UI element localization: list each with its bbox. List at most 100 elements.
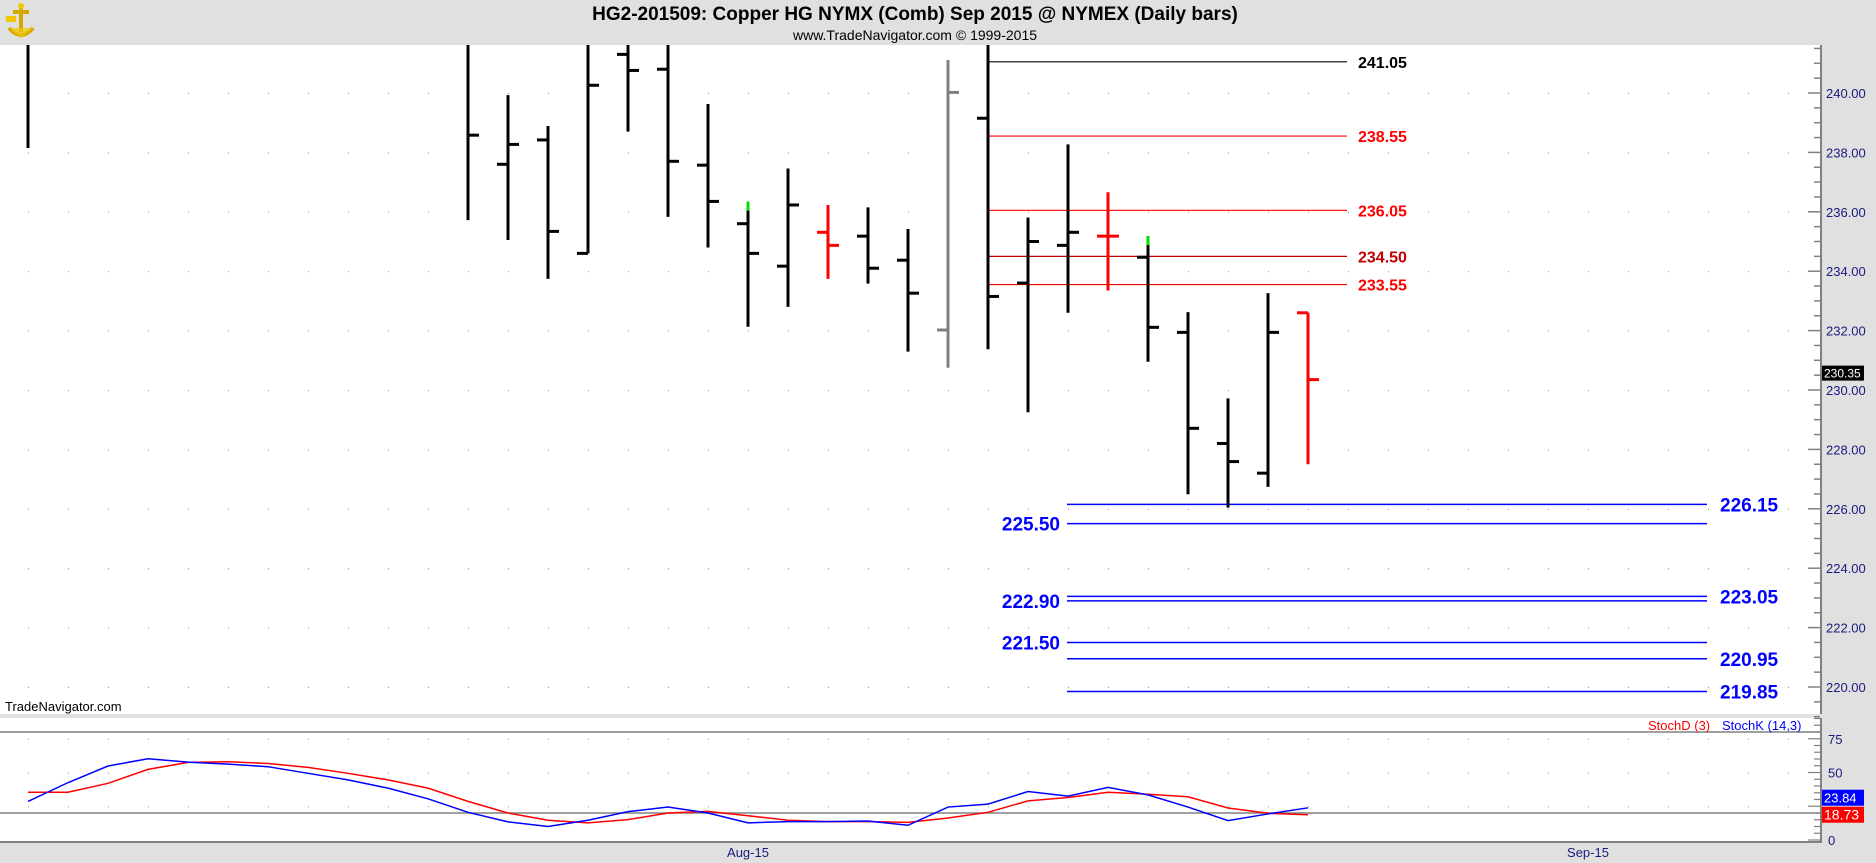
grid-dot bbox=[1748, 390, 1749, 391]
grid-dot bbox=[628, 330, 629, 332]
grid-dot bbox=[1308, 271, 1309, 273]
grid-dot bbox=[468, 390, 469, 391]
grid-dot bbox=[108, 271, 109, 273]
grid-dot bbox=[1468, 508, 1469, 510]
grid-dot bbox=[388, 390, 389, 391]
grid-dot bbox=[308, 390, 309, 391]
grid-dot bbox=[668, 738, 669, 740]
grid-dot bbox=[1708, 152, 1709, 154]
stochastic-panel[interactable] bbox=[0, 718, 1820, 842]
grid-dot bbox=[28, 806, 29, 808]
grid-dot bbox=[1348, 738, 1349, 740]
grid-dot bbox=[1588, 271, 1589, 273]
grid-dot bbox=[868, 738, 869, 740]
grid-dot bbox=[708, 806, 709, 808]
grid-dot bbox=[468, 627, 469, 629]
ohlc-bar bbox=[1097, 192, 1119, 291]
grid-dot bbox=[628, 390, 629, 391]
grid-dot bbox=[708, 330, 709, 332]
grid-dot bbox=[1468, 806, 1469, 808]
grid-dot bbox=[1508, 93, 1509, 94]
grid-dot bbox=[108, 772, 109, 774]
grid-dot bbox=[468, 271, 469, 273]
grid-dot bbox=[148, 508, 149, 510]
grid-dot bbox=[788, 627, 789, 629]
grid-dot bbox=[628, 271, 629, 273]
grid-dot bbox=[508, 738, 509, 740]
grid-dot bbox=[1428, 508, 1429, 510]
grid-dot bbox=[1748, 211, 1749, 213]
grid-dot bbox=[708, 568, 709, 570]
grid-dot bbox=[228, 211, 229, 213]
price-panel[interactable] bbox=[0, 45, 1820, 714]
grid-dot bbox=[388, 568, 389, 570]
grid-dot bbox=[188, 687, 189, 688]
grid-dot bbox=[1668, 211, 1669, 213]
grid-dot bbox=[188, 93, 189, 94]
grid-dot bbox=[108, 330, 109, 332]
grid-dot bbox=[348, 806, 349, 808]
grid-dot bbox=[1068, 772, 1069, 774]
grid-dot bbox=[908, 449, 909, 451]
grid-dot bbox=[268, 93, 269, 94]
grid-dot bbox=[1188, 738, 1189, 740]
grid-dot bbox=[868, 627, 869, 629]
grid-dot bbox=[1268, 93, 1269, 94]
grid-dot bbox=[1548, 390, 1549, 391]
level-label: 234.50 bbox=[1358, 249, 1407, 266]
level-label: 236.05 bbox=[1358, 203, 1407, 220]
grid-dot bbox=[508, 330, 509, 332]
grid-dot bbox=[868, 568, 869, 570]
grid-dot bbox=[308, 152, 309, 154]
grid-dot bbox=[308, 330, 309, 332]
grid-dot bbox=[1108, 772, 1109, 774]
grid-dot bbox=[668, 508, 669, 510]
grid-dot bbox=[428, 627, 429, 629]
grid-dot bbox=[1028, 211, 1029, 213]
grid-dot bbox=[188, 271, 189, 273]
grid-dot bbox=[828, 627, 829, 629]
grid-dot bbox=[1588, 627, 1589, 629]
grid-dot bbox=[1588, 772, 1589, 774]
grid-dot bbox=[1548, 211, 1549, 213]
grid-dot bbox=[1748, 627, 1749, 629]
grid-dot bbox=[1468, 330, 1469, 332]
grid-dot bbox=[1588, 211, 1589, 213]
grid-dot bbox=[228, 508, 229, 510]
x-tick-label: Sep-15 bbox=[1567, 845, 1609, 860]
stochastic-lines bbox=[0, 731, 1820, 828]
grid-dot bbox=[428, 93, 429, 94]
grid-dot bbox=[1228, 93, 1229, 94]
grid-dot bbox=[1068, 568, 1069, 570]
grid-dot bbox=[668, 271, 669, 273]
grid-dot bbox=[1388, 152, 1389, 154]
grid-dot bbox=[508, 390, 509, 391]
grid-dot bbox=[108, 568, 109, 570]
chart-header: HG2-201509: Copper HG NYMX (Comb) Sep 20… bbox=[0, 0, 1876, 45]
grid-dot bbox=[1308, 152, 1309, 154]
grid-dot bbox=[588, 627, 589, 629]
grid-dot bbox=[788, 772, 789, 774]
grid-dot bbox=[1428, 390, 1429, 391]
grid-dot bbox=[1428, 449, 1429, 451]
price-axis-label: 234.00 bbox=[1826, 264, 1866, 279]
grid-dot bbox=[1348, 508, 1349, 510]
grid-dot bbox=[1228, 806, 1229, 808]
grid-dot bbox=[1708, 271, 1709, 273]
grid-dot bbox=[828, 687, 829, 688]
grid-dot bbox=[1348, 772, 1349, 774]
grid-dot bbox=[748, 772, 749, 774]
grid-dot bbox=[1388, 687, 1389, 688]
grid-dot bbox=[148, 449, 149, 451]
grid-dot bbox=[68, 449, 69, 451]
grid-dot bbox=[1628, 93, 1629, 94]
grid-dot bbox=[1148, 806, 1149, 808]
grid-dot bbox=[1588, 738, 1589, 740]
grid-dot bbox=[1268, 271, 1269, 273]
grid-dot bbox=[748, 568, 749, 570]
grid-dot bbox=[1708, 772, 1709, 774]
grid-dot bbox=[1308, 772, 1309, 774]
grid-dot bbox=[508, 449, 509, 451]
grid-dot bbox=[1708, 330, 1709, 332]
